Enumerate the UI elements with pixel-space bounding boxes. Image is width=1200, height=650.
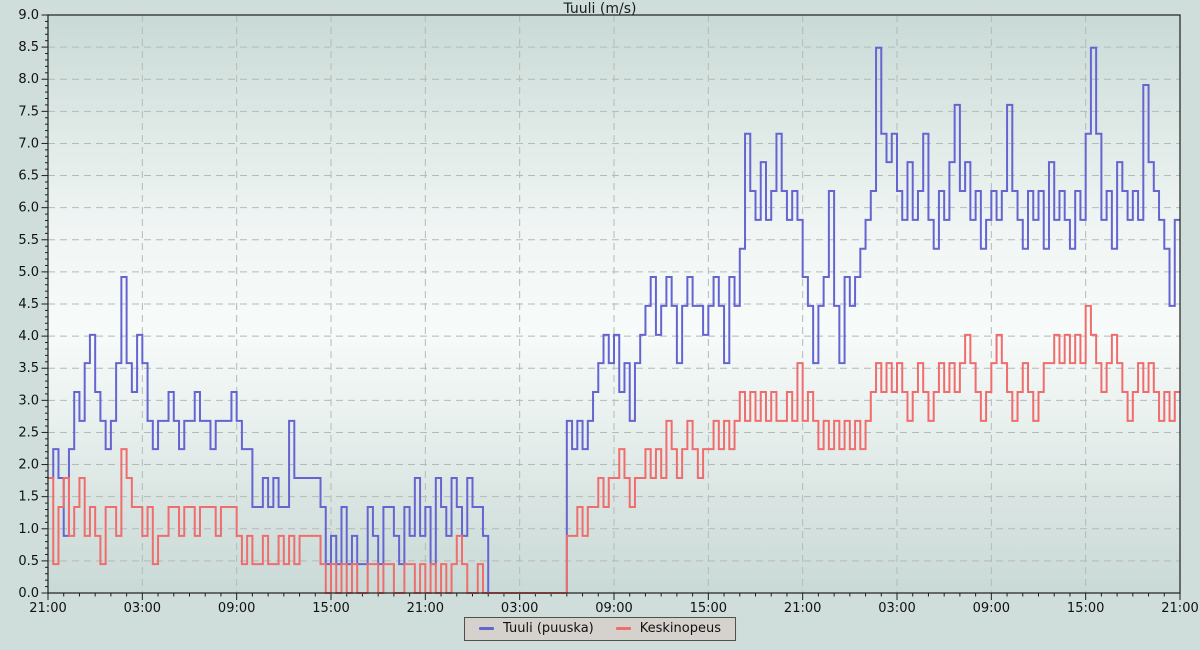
average-line-marker-icon [615, 627, 631, 630]
svg-text:2.0: 2.0 [18, 458, 39, 473]
svg-text:3.5: 3.5 [18, 361, 39, 376]
svg-text:21:00: 21:00 [29, 601, 66, 616]
svg-text:9.0: 9.0 [18, 8, 39, 23]
svg-text:1.5: 1.5 [18, 490, 39, 505]
svg-text:8.5: 8.5 [18, 40, 39, 55]
legend-label-gust: Tuuli (puuska) [503, 621, 594, 636]
chart-legend: Tuuli (puuska) Keskinopeus [464, 617, 736, 641]
legend-label-average: Keskinopeus [639, 621, 721, 636]
svg-text:15:00: 15:00 [1067, 601, 1104, 616]
svg-text:2.5: 2.5 [18, 425, 39, 440]
svg-text:15:00: 15:00 [312, 601, 349, 616]
svg-text:15:00: 15:00 [690, 601, 727, 616]
svg-text:7.5: 7.5 [18, 104, 39, 119]
legend-item-gust: Tuuli (puuska) [479, 621, 594, 636]
gust-line-marker-icon [479, 627, 495, 630]
svg-text:5.0: 5.0 [18, 265, 39, 280]
svg-text:03:00: 03:00 [501, 601, 538, 616]
svg-text:8.0: 8.0 [18, 72, 39, 87]
legend-item-average: Keskinopeus [615, 621, 721, 636]
svg-text:0.0: 0.0 [18, 586, 39, 601]
svg-text:21:00: 21:00 [784, 601, 821, 616]
svg-text:1.0: 1.0 [18, 522, 39, 537]
svg-text:09:00: 09:00 [595, 601, 632, 616]
svg-text:0.5: 0.5 [18, 554, 39, 569]
svg-text:6.5: 6.5 [18, 169, 39, 184]
svg-text:7.0: 7.0 [18, 136, 39, 151]
svg-text:5.5: 5.5 [18, 233, 39, 248]
svg-text:3.0: 3.0 [18, 393, 39, 408]
svg-text:6.0: 6.0 [18, 201, 39, 216]
svg-text:03:00: 03:00 [878, 601, 915, 616]
svg-text:03:00: 03:00 [124, 601, 161, 616]
svg-text:4.0: 4.0 [18, 329, 39, 344]
svg-text:21:00: 21:00 [407, 601, 444, 616]
chart-title: Tuuli (m/s) [563, 1, 637, 17]
svg-text:4.5: 4.5 [18, 297, 39, 312]
svg-text:09:00: 09:00 [973, 601, 1010, 616]
svg-text:21:00: 21:00 [1161, 601, 1198, 616]
svg-text:09:00: 09:00 [218, 601, 255, 616]
